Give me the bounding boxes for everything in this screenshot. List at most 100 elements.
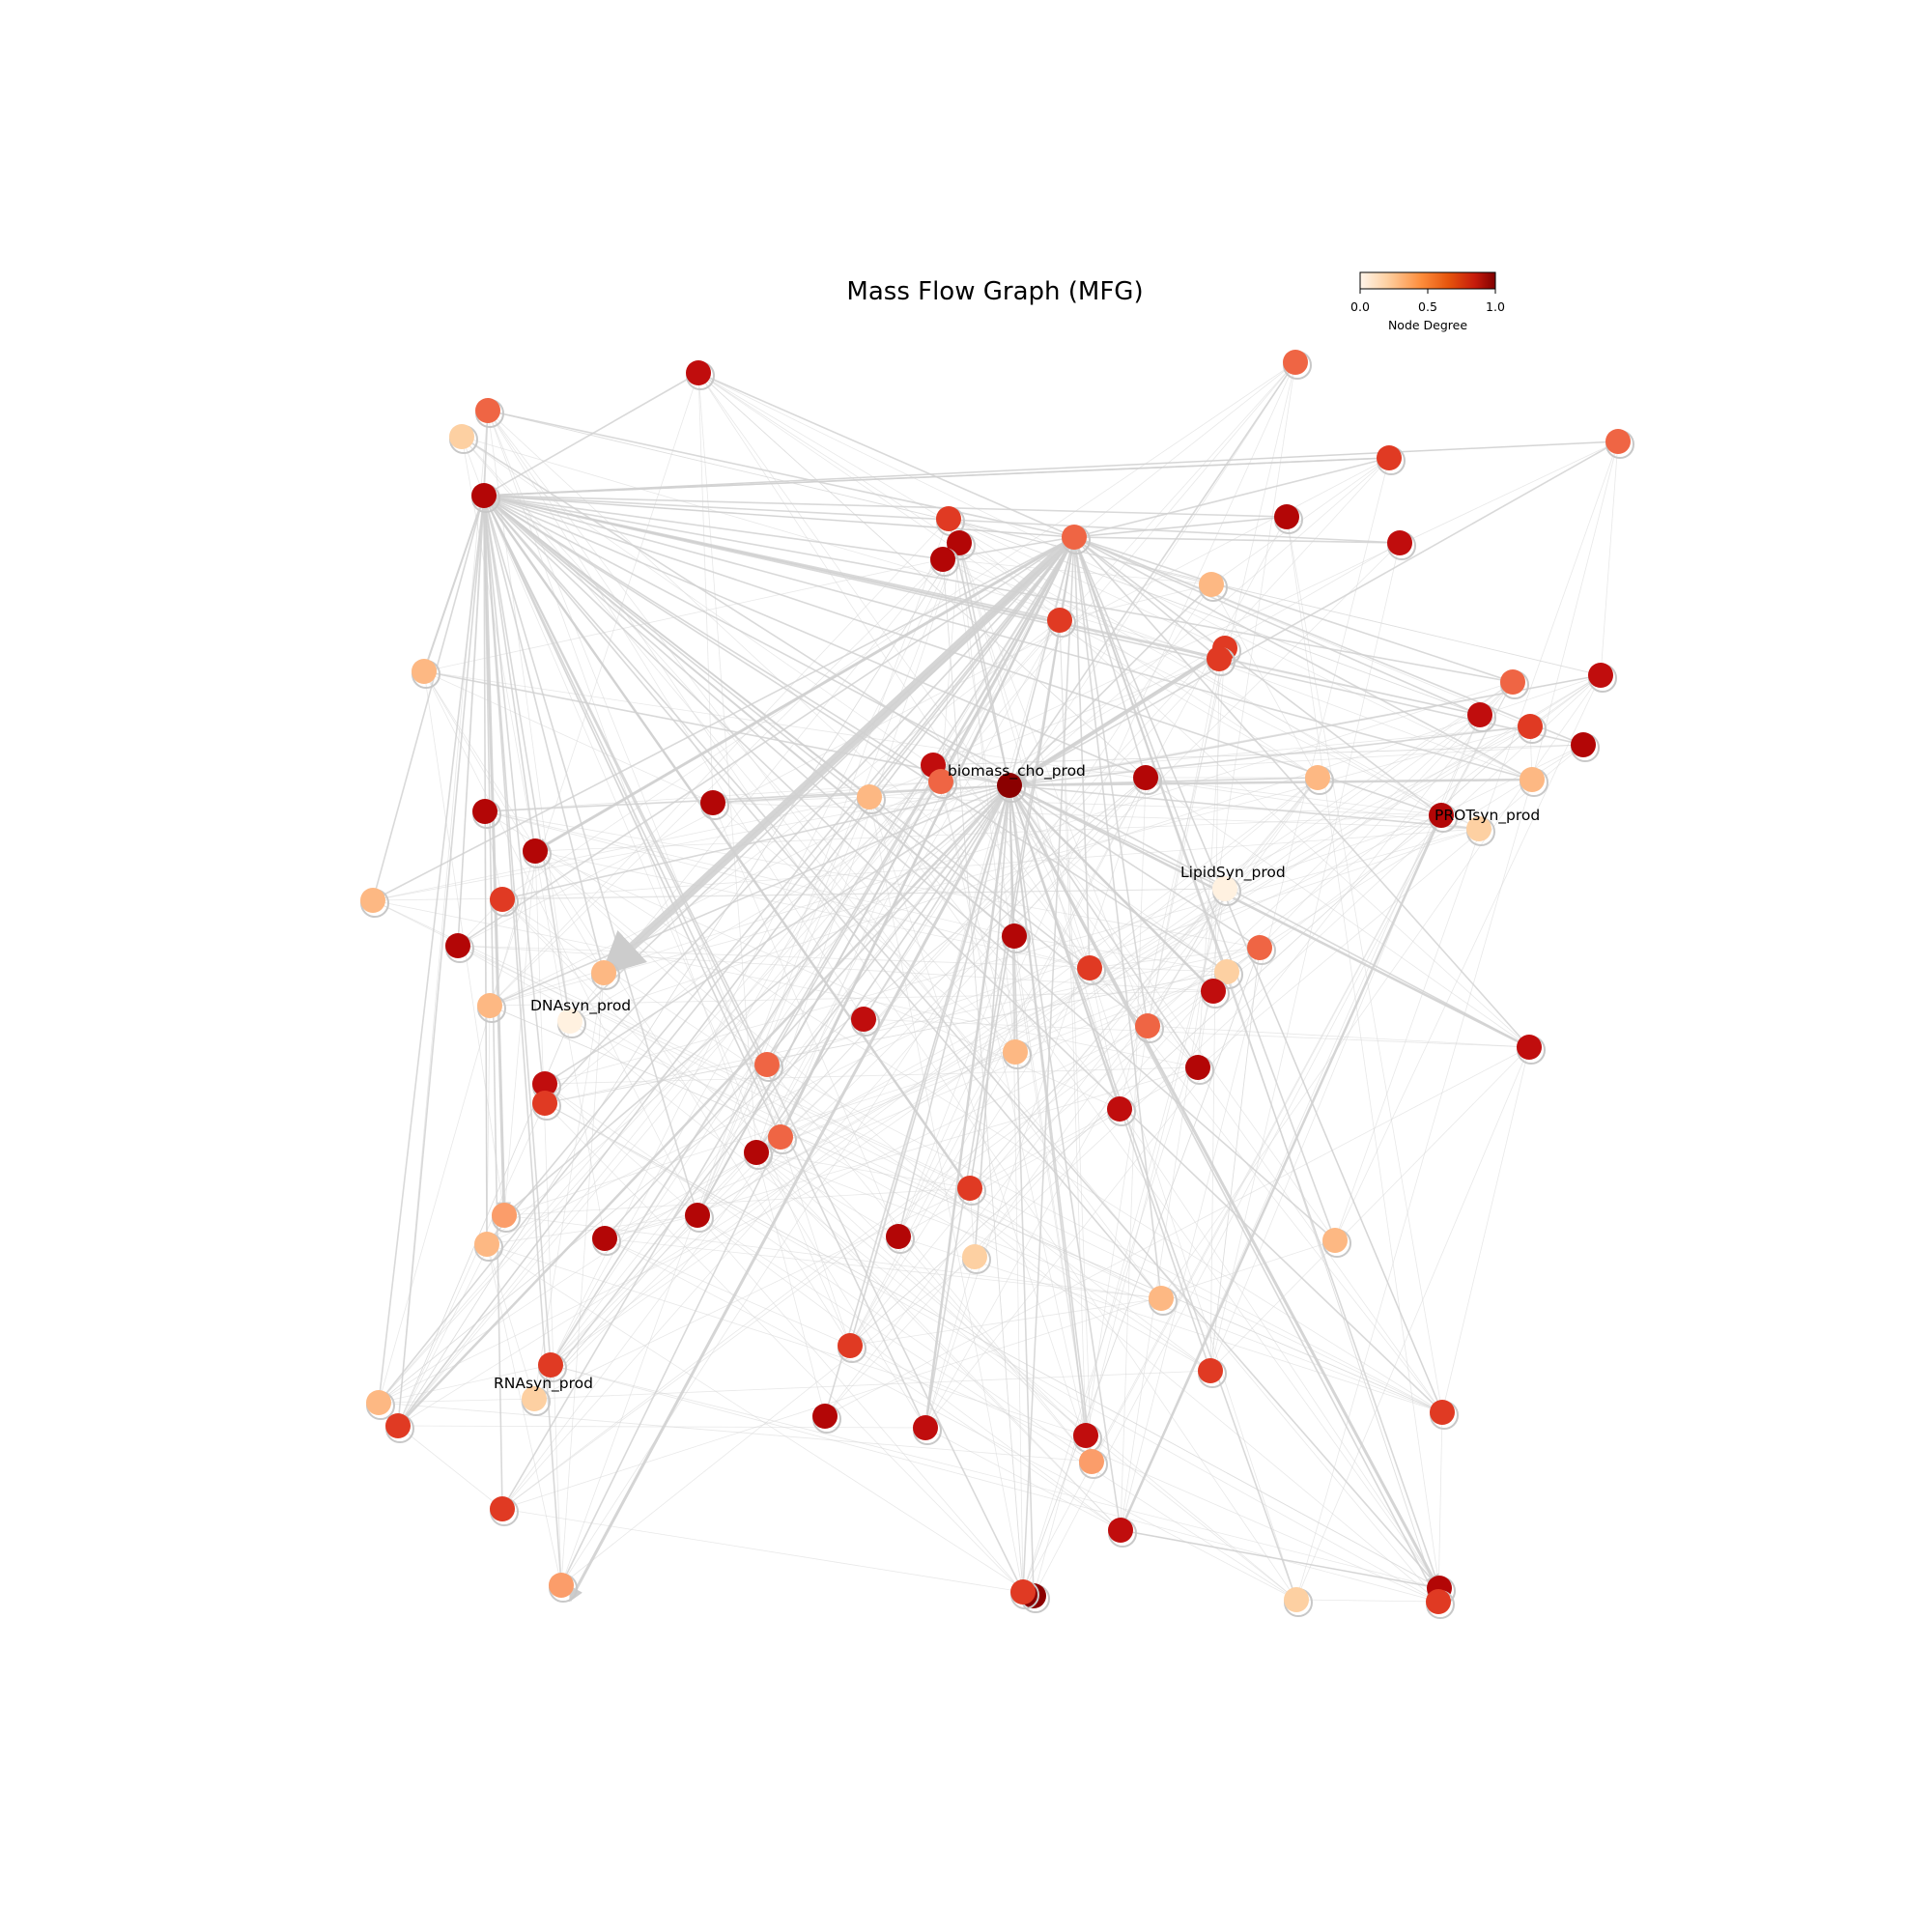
graph-edge bbox=[1073, 536, 1165, 1299]
graph-edge bbox=[849, 777, 1147, 1347]
graph-edge bbox=[1441, 1046, 1530, 1413]
graph-node bbox=[1247, 935, 1272, 960]
graph-edge bbox=[457, 536, 1075, 947]
graph-node bbox=[1047, 608, 1072, 633]
node-label-lipidsyn: LipidSyn_prod bbox=[1180, 864, 1286, 882]
graph-node bbox=[1062, 525, 1087, 550]
graph-node bbox=[523, 838, 548, 864]
graph-edge bbox=[1073, 513, 1288, 538]
graph-node bbox=[744, 1140, 769, 1165]
graph-edge bbox=[483, 495, 1533, 781]
graph-edge bbox=[560, 972, 605, 1586]
graph-edge bbox=[550, 1364, 1439, 1603]
graph-node bbox=[1430, 1400, 1455, 1425]
graph-edge bbox=[569, 1020, 1297, 1601]
graph-edge bbox=[378, 781, 942, 1404]
graph-edge bbox=[924, 888, 1226, 1429]
graph-edge bbox=[1073, 361, 1296, 538]
graph-edge bbox=[534, 850, 1439, 1603]
graph-edge bbox=[1009, 784, 1261, 949]
graph-edge bbox=[1334, 674, 1602, 1241]
graph-edge bbox=[378, 1136, 781, 1404]
graph-edge bbox=[755, 542, 960, 1153]
graph-node bbox=[1207, 646, 1232, 671]
graph-edge bbox=[371, 495, 485, 901]
graph-edge bbox=[550, 542, 960, 1366]
graph-edge bbox=[1013, 935, 1228, 973]
graph-node bbox=[812, 1404, 838, 1429]
graph-edge bbox=[378, 1398, 535, 1404]
graph-edge bbox=[863, 784, 1010, 1020]
graph-edge bbox=[696, 674, 1602, 1216]
edges-strong-layer bbox=[371, 361, 1619, 1603]
graph-edge bbox=[974, 674, 1602, 1258]
graph-node bbox=[1199, 572, 1224, 597]
graph-edge bbox=[483, 495, 565, 1586]
graph-node bbox=[913, 1415, 938, 1440]
graph-edge bbox=[454, 495, 485, 947]
graph-node bbox=[1520, 767, 1545, 792]
graph-edge bbox=[483, 438, 1619, 497]
graph-edge bbox=[489, 784, 1010, 1007]
graph-node bbox=[1467, 702, 1492, 727]
graph-edge bbox=[534, 850, 768, 1065]
graph-edge bbox=[1073, 536, 1443, 1413]
graph-edge bbox=[533, 972, 605, 1400]
graph-edge bbox=[483, 495, 573, 1022]
graph-edge bbox=[372, 899, 1443, 1413]
graph-edge bbox=[766, 828, 1480, 1065]
graph-edge bbox=[1009, 361, 1296, 786]
graph-node bbox=[1305, 765, 1330, 790]
graph-node bbox=[1073, 1423, 1098, 1448]
graph-edge bbox=[483, 495, 1514, 685]
graph-edge bbox=[550, 888, 1226, 1366]
graph-node bbox=[1077, 955, 1102, 980]
graph-node bbox=[1198, 1358, 1223, 1383]
graph-edge bbox=[483, 495, 944, 562]
graph-edge bbox=[948, 518, 1481, 716]
graph-edge bbox=[1120, 777, 1147, 1531]
graph-edge bbox=[849, 777, 1319, 1347]
graph-edge bbox=[1009, 440, 1619, 786]
graph-node bbox=[1201, 979, 1226, 1004]
node-label-rnasyn: RNAsyn_prod bbox=[494, 1375, 593, 1393]
graph-edge bbox=[489, 1005, 1443, 1413]
graph-node bbox=[1284, 1587, 1309, 1612]
graph-node bbox=[1500, 669, 1525, 695]
graph-edge bbox=[533, 1370, 1211, 1400]
graph-node bbox=[1387, 530, 1412, 555]
graph-edge bbox=[849, 536, 1075, 1347]
graph-edge bbox=[697, 372, 1442, 816]
graph-edge bbox=[1295, 1046, 1530, 1601]
graph-edge bbox=[897, 361, 1296, 1237]
graph-edge bbox=[1073, 536, 1148, 779]
graph-node bbox=[700, 790, 725, 815]
graph-edge bbox=[766, 1064, 1093, 1463]
graph-edge bbox=[1073, 536, 1220, 660]
graph-edge bbox=[604, 1237, 1297, 1601]
graph-edge bbox=[483, 495, 851, 1347]
graph-edge bbox=[501, 361, 1296, 900]
graph-edge bbox=[1073, 536, 1151, 1027]
graph-edge bbox=[1059, 619, 1093, 1463]
graph-edge bbox=[604, 1237, 1439, 1603]
graph-edge bbox=[550, 1364, 1440, 1589]
graph-node bbox=[857, 784, 882, 810]
graph-edge bbox=[1073, 536, 1584, 746]
graph-edge bbox=[483, 495, 549, 1104]
graph-edge bbox=[1210, 457, 1390, 585]
graph-node bbox=[997, 773, 1022, 798]
graph-edge bbox=[372, 899, 1199, 1068]
graph-edge bbox=[1073, 536, 1481, 716]
graph-edge bbox=[895, 784, 1010, 1237]
graph-node bbox=[1010, 1579, 1036, 1605]
graph-edge bbox=[778, 536, 1076, 1139]
graph-node bbox=[522, 1386, 547, 1411]
graph-edge bbox=[569, 1020, 1162, 1299]
graph-edge bbox=[1209, 1046, 1530, 1372]
graph-edge bbox=[378, 1025, 1149, 1404]
graph-edge bbox=[486, 536, 1075, 1245]
graph-node bbox=[471, 483, 497, 508]
graph-edge bbox=[482, 495, 972, 1190]
graph-node bbox=[1003, 1039, 1028, 1065]
